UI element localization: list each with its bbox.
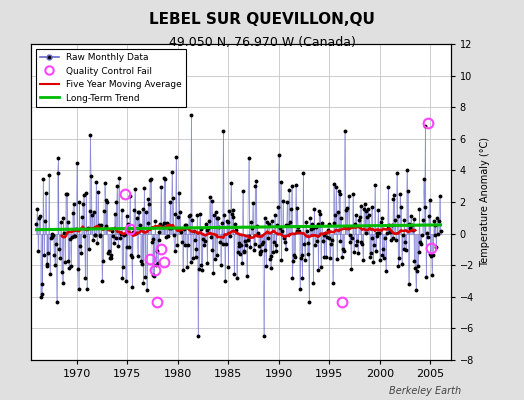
Legend: Raw Monthly Data, Quality Control Fail, Five Year Moving Average, Long-Term Tren: Raw Monthly Data, Quality Control Fail, … [36,48,186,107]
Y-axis label: Temperature Anomaly (°C): Temperature Anomaly (°C) [479,137,489,267]
Text: LEBEL SUR QUEVILLON,QU: LEBEL SUR QUEVILLON,QU [149,12,375,27]
Text: 49.050 N, 76.970 W (Canada): 49.050 N, 76.970 W (Canada) [169,36,355,49]
Text: Berkeley Earth: Berkeley Earth [389,386,461,396]
